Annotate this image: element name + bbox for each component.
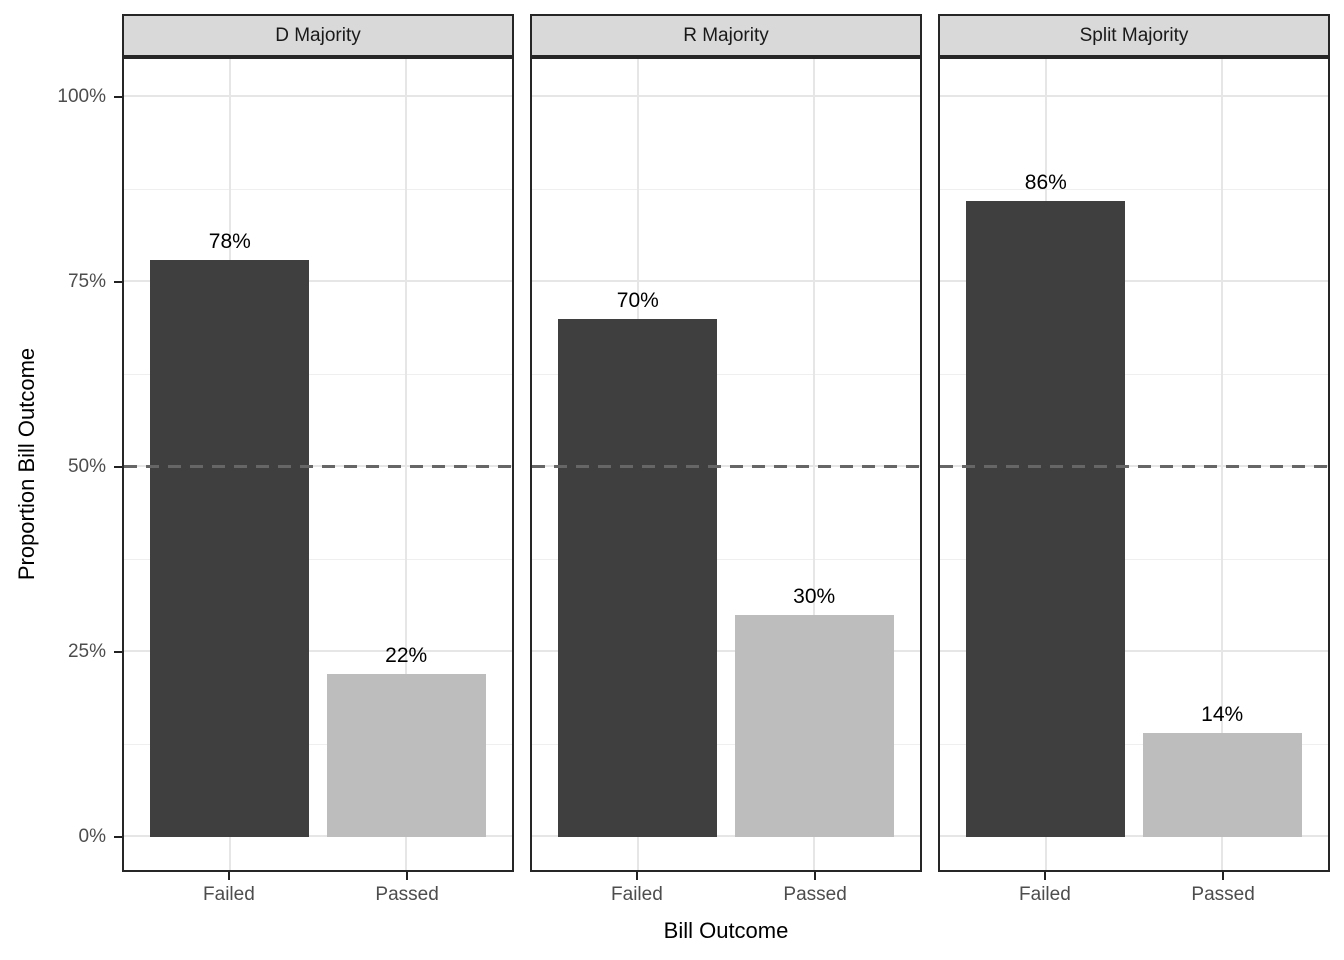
gridline-vertical [813,59,816,870]
y-tick-label: 75% [67,271,106,292]
bar-failed: 78% [150,230,310,837]
x-axis: Failed Passed [122,872,514,916]
y-tick-label: 0% [78,826,106,847]
bar-passed: 30% [734,586,894,837]
gridline-minor [532,373,920,375]
x-tick-label-passed: Passed [1191,884,1255,905]
y-tick-mark [114,466,122,468]
y-tick-mark [114,281,122,283]
facet-strip-label: R Majority [683,24,769,46]
gridline-minor [940,373,1328,375]
bar-passed: 14% [1142,704,1302,837]
y-tick-mark [114,651,122,653]
x-tick-mark [1222,872,1225,880]
y-tick-mark [114,96,122,98]
bar-value-label: 14% [1201,703,1244,727]
facet-r-majority: R Majority 70% 30% Failed Passed [530,14,922,916]
gridline-major [124,650,512,652]
gridline-major [940,280,1328,282]
y-tick-label: 50% [67,456,106,477]
gridline-minor [532,558,920,560]
bar-failed: 70% [558,290,718,837]
facet-strip: D Majority [122,14,514,57]
x-tick-label-passed: Passed [375,884,439,905]
bar-value-label: 70% [616,289,659,312]
x-tick-mark [814,872,817,880]
x-tick-mark [635,872,638,880]
panel: 86% 14% [938,57,1330,872]
gridline-major [124,835,512,837]
gridline-major [940,650,1328,652]
gridline-minor [124,188,512,190]
y-axis: 0% 25% 50% 75% 100% [0,57,122,872]
bar-value-label: 78% [208,229,251,253]
gridline-minor [940,188,1328,190]
bar-value-label: 22% [385,644,428,668]
gridline-minor [940,558,1328,560]
gridline-major [124,280,512,282]
bar-value-label: 30% [793,585,836,608]
x-axis: Failed Passed [938,872,1330,916]
y-tick-label: 25% [67,641,106,662]
gridline-vertical [405,59,408,870]
gridline-minor [124,558,512,560]
facet-d-majority: D Majority 78% 22% Failed Passed [122,14,514,916]
facet-strip: Split Majority [938,14,1330,57]
gridline-major [532,95,920,97]
gridline-vertical [1221,59,1224,870]
gridline-major [940,835,1328,837]
bar-failed: 86% [966,171,1126,837]
x-tick-mark [406,872,409,880]
gridline-minor [124,743,512,745]
reference-line-50pct [532,465,920,468]
y-axis-title: Proportion Bill Outcome [14,347,39,581]
bar-passed: 22% [326,645,486,837]
facet-split-majority: Split Majority 86% 14% Failed Passed [938,14,1330,916]
x-tick-label-failed: Failed [1019,884,1071,905]
gridline-major [124,95,512,97]
panel: 70% 30% [530,57,922,872]
x-tick-mark [1043,872,1046,880]
x-axis-title: Bill Outcome [663,918,789,943]
x-tick-label-passed: Passed [783,884,847,905]
y-tick-label: 100% [57,86,106,107]
facet-strip-label: D Majority [275,24,361,46]
reference-line-50pct [940,465,1328,468]
gridline-minor [124,373,512,375]
x-tick-label-failed: Failed [203,884,255,905]
panel: 78% 22% [122,57,514,872]
x-axis: Failed Passed [530,872,922,916]
gridline-major [940,95,1328,97]
gridline-major [532,650,920,652]
facet-strip: R Majority [530,14,922,57]
bar-value-label: 86% [1024,170,1067,194]
gridline-major [532,280,920,282]
y-tick-mark [114,836,122,838]
facet-strip-label: Split Majority [1079,24,1189,46]
x-tick-mark [227,872,230,880]
x-tick-label-failed: Failed [611,884,663,905]
gridline-minor [532,743,920,745]
reference-line-50pct [124,465,512,468]
gridline-minor [532,188,920,190]
gridline-minor [940,743,1328,745]
gridline-major [532,835,920,837]
